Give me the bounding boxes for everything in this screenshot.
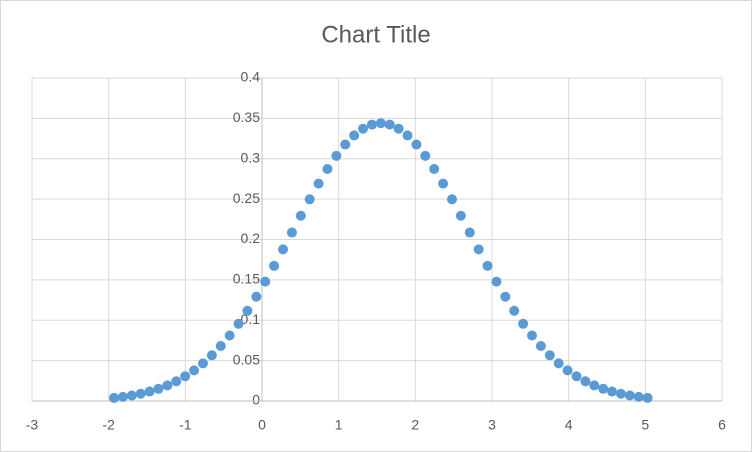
y-tick-label: 0.15 xyxy=(233,271,260,287)
data-point xyxy=(598,383,609,394)
chart-title: Chart Title xyxy=(321,21,430,48)
data-point xyxy=(384,119,395,130)
data-point xyxy=(482,260,493,271)
data-point xyxy=(580,376,591,387)
x-tick-label: 6 xyxy=(718,417,726,433)
x-tick-label: 5 xyxy=(641,417,649,433)
data-point xyxy=(429,164,440,175)
y-tick-label: 0.35 xyxy=(233,109,260,125)
data-point xyxy=(366,119,377,130)
data-point xyxy=(358,123,369,134)
data-point xyxy=(615,388,626,399)
data-point xyxy=(322,164,333,175)
data-point xyxy=(189,365,200,376)
data-point xyxy=(304,194,315,205)
data-point xyxy=(402,130,413,141)
data-point xyxy=(117,391,128,402)
data-point xyxy=(491,276,502,287)
data-point xyxy=(233,318,244,329)
data-point xyxy=(340,139,351,150)
data-point xyxy=(527,330,538,341)
data-point xyxy=(455,210,466,221)
data-point xyxy=(411,139,422,150)
data-point xyxy=(251,291,262,302)
data-point xyxy=(180,371,191,382)
data-point xyxy=(446,194,457,205)
data-point xyxy=(135,388,146,399)
data-point xyxy=(278,244,289,255)
data-point xyxy=(562,365,573,376)
y-tick-label: 0.05 xyxy=(233,351,260,367)
data-point xyxy=(260,276,271,287)
data-point xyxy=(162,380,173,391)
data-point xyxy=(393,123,404,134)
data-point xyxy=(553,358,564,369)
data-point xyxy=(624,390,635,401)
data-point xyxy=(242,305,253,316)
data-point xyxy=(153,383,164,394)
data-point xyxy=(633,391,644,402)
data-point xyxy=(197,358,208,369)
y-tick-label: 0.2 xyxy=(241,230,261,246)
data-point xyxy=(500,291,511,302)
data-point xyxy=(313,178,324,189)
data-point xyxy=(331,150,342,161)
data-point xyxy=(206,350,217,361)
data-point xyxy=(589,380,600,391)
data-point xyxy=(224,330,235,341)
data-point xyxy=(607,386,618,397)
data-point xyxy=(295,210,306,221)
x-tick-label: 1 xyxy=(335,417,343,433)
data-point xyxy=(286,227,297,238)
data-point xyxy=(349,130,360,141)
data-point xyxy=(473,244,484,255)
y-tick-label: 0.3 xyxy=(241,149,261,165)
x-tick-label: -1 xyxy=(179,417,192,433)
x-tick-label: -3 xyxy=(26,417,39,433)
data-point xyxy=(544,350,555,361)
y-tick-label: 0 xyxy=(252,392,260,408)
data-point xyxy=(571,371,582,382)
plot-area: 00.050.10.150.20.250.30.350.4-3 -2 -1 0 1 2 3 4… xyxy=(26,69,726,433)
data-point xyxy=(438,178,449,189)
data-point xyxy=(464,227,475,238)
x-tick-label: 0 xyxy=(258,417,266,433)
data-point xyxy=(375,118,386,129)
data-point xyxy=(269,260,280,271)
x-tick-label: 2 xyxy=(411,417,419,433)
data-point xyxy=(642,392,653,403)
data-point xyxy=(215,341,226,352)
data-point xyxy=(144,386,155,397)
y-tick-label: 0.25 xyxy=(233,190,260,206)
data-point xyxy=(535,341,546,352)
data-point xyxy=(518,318,529,329)
data-point xyxy=(126,390,137,401)
y-tick-label: 0.4 xyxy=(241,69,261,85)
data-point xyxy=(420,150,431,161)
data-point xyxy=(171,376,182,387)
data-point xyxy=(509,305,520,316)
x-tick-label: -2 xyxy=(102,417,115,433)
x-tick-label: 4 xyxy=(565,417,573,433)
data-point xyxy=(109,392,120,403)
x-tick-label: 3 xyxy=(488,417,496,433)
